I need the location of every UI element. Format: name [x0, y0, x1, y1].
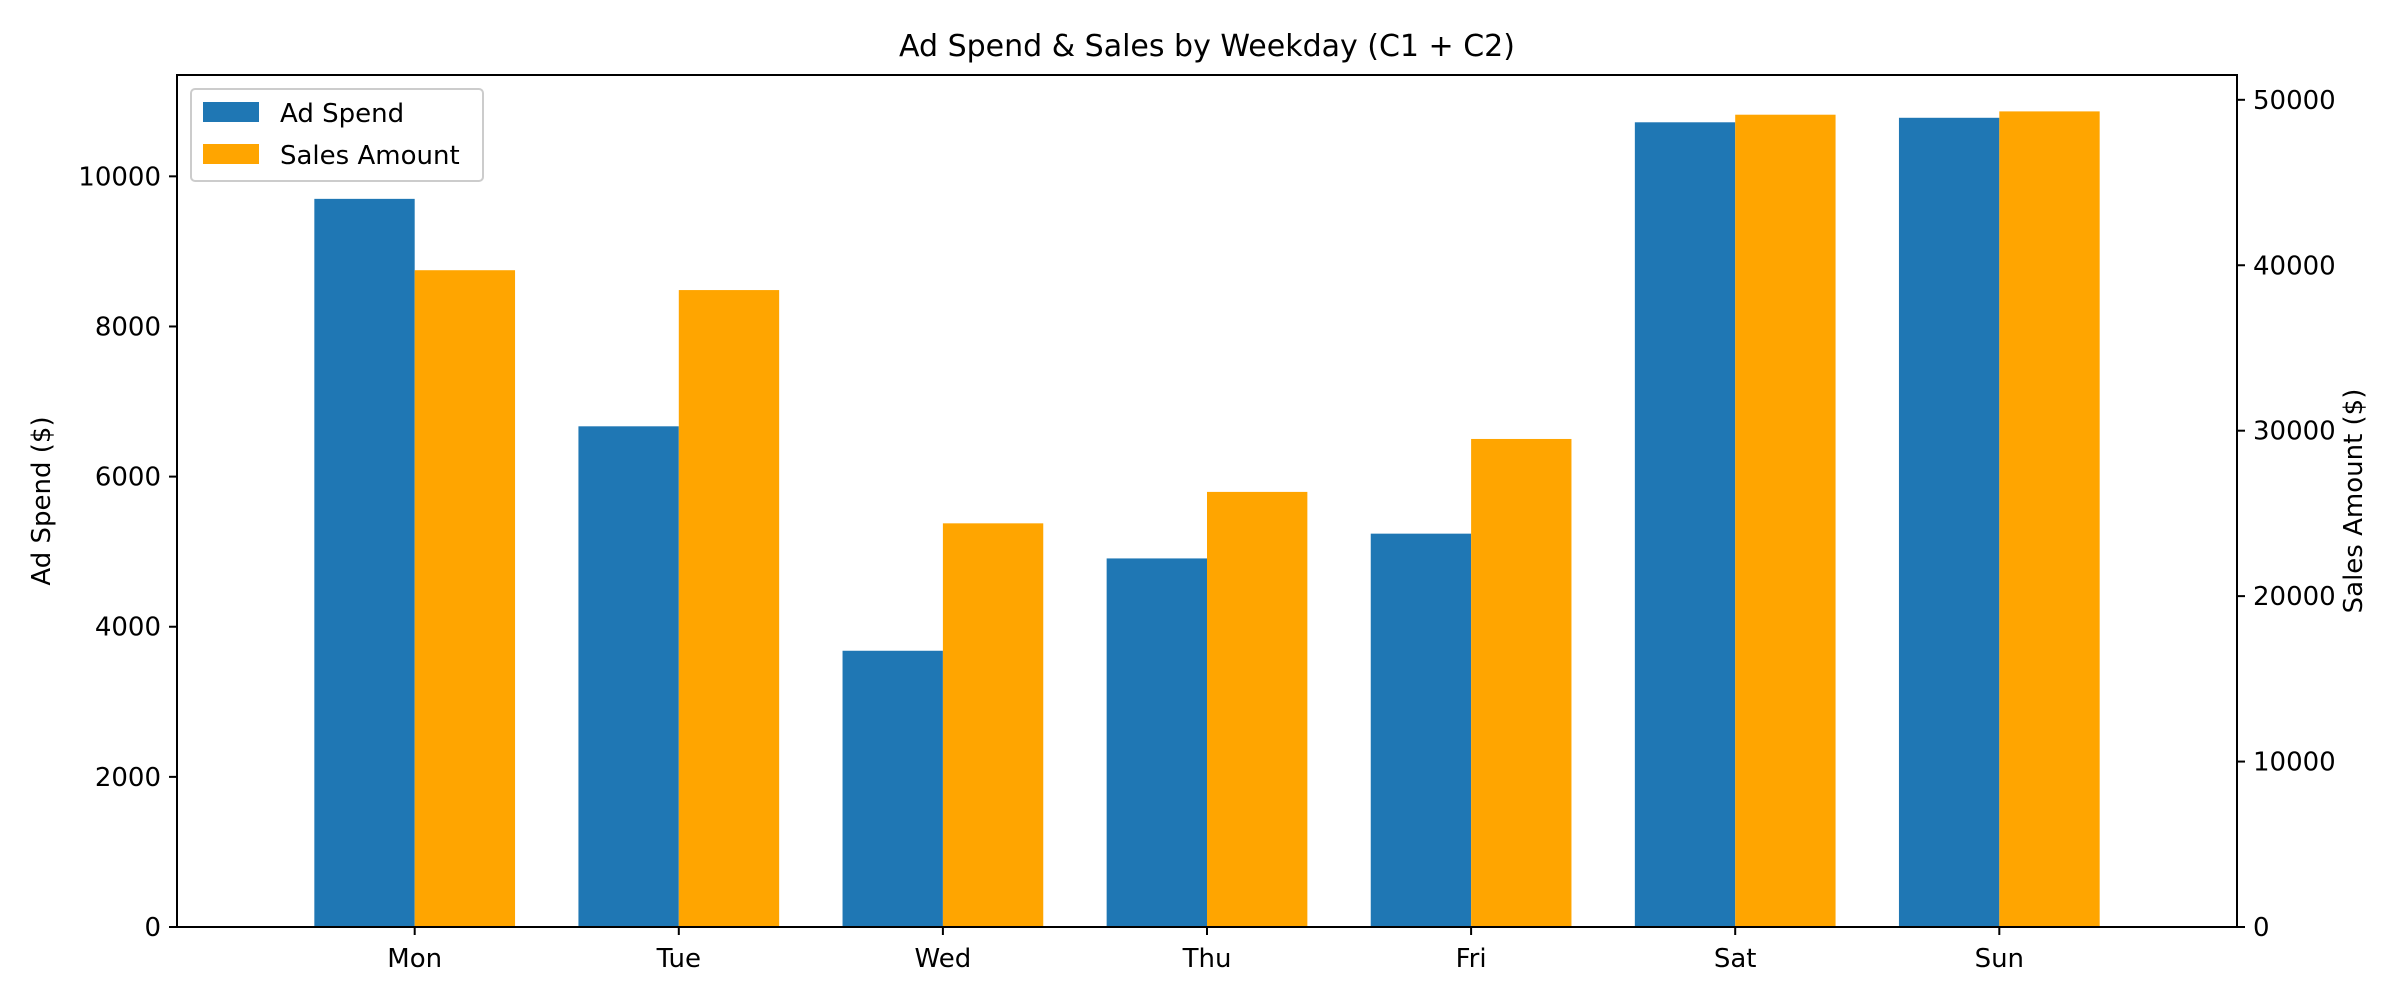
bar-sales-amount-sun [1999, 111, 2100, 927]
left-tick-label-6000: 6000 [95, 463, 161, 493]
bar-sales-amount-mon [414, 270, 516, 927]
left-tick-label-10000: 10000 [78, 162, 161, 192]
legend-box [190, 88, 484, 182]
x-tick-label-mon: Mon [387, 944, 442, 974]
chart-title: Ad Spend & Sales by Weekday (C1 + C2) [899, 29, 1515, 64]
bar-sales-amount-thu [1207, 491, 1308, 927]
left-tick-label-4000: 4000 [95, 613, 161, 643]
bar-sales-amount-wed [942, 523, 1044, 927]
right-tick-label-40000: 40000 [2253, 251, 2336, 281]
right-tick-label-50000: 50000 [2253, 86, 2336, 116]
bar-sales-amount-fri [1471, 438, 1572, 927]
bar-ad-spend-thu [1106, 558, 1207, 927]
legend-label-ad-spend: Ad Spend [280, 99, 404, 129]
bar-ad-spend-fri [1370, 533, 1472, 927]
plot-frame [176, 74, 2238, 928]
legend-label-sales-amount: Sales Amount [280, 141, 460, 171]
right-axis-label: Sales Amount ($) [2339, 389, 2369, 614]
left-axis-ticks: 0 2000 4000 6000 8000 10000 [78, 162, 177, 943]
x-tick-label-sat: Sat [1714, 944, 1757, 974]
left-axis-label: Ad Spend ($) [27, 416, 57, 585]
bar-ad-spend-wed [842, 650, 943, 927]
bars-group [314, 111, 2100, 928]
right-tick-label-30000: 30000 [2253, 417, 2336, 447]
right-axis-ticks: 0 10000 20000 30000 40000 50000 [2237, 86, 2336, 943]
right-tick-label-10000: 10000 [2253, 748, 2336, 778]
x-tick-label-wed: Wed [915, 944, 972, 974]
legend-swatch-ad-spend [203, 102, 259, 122]
legend: Ad Spend Sales Amount [190, 88, 484, 182]
right-tick-label-0: 0 [2253, 913, 2270, 943]
bar-sales-amount-sat [1735, 114, 1836, 928]
bar-ad-spend-sat [1634, 122, 1736, 928]
x-tick-label-thu: Thu [1182, 944, 1232, 974]
x-axis-ticks: Mon Tue Wed Thu Fri Sat Sun [387, 927, 2024, 974]
bar-sales-amount-tue [678, 290, 780, 927]
left-tick-label-0: 0 [144, 913, 161, 943]
bar-ad-spend-sun [1898, 117, 2000, 928]
legend-swatch-sales-amount [203, 144, 259, 164]
bar-ad-spend-tue [578, 426, 679, 927]
x-tick-label-tue: Tue [656, 944, 701, 974]
x-tick-label-fri: Fri [1456, 944, 1487, 974]
x-tick-label-sun: Sun [1975, 944, 2024, 974]
left-tick-label-8000: 8000 [95, 312, 161, 342]
left-tick-label-2000: 2000 [95, 763, 161, 793]
right-tick-label-20000: 20000 [2253, 582, 2336, 612]
bar-ad-spend-mon [314, 198, 415, 928]
